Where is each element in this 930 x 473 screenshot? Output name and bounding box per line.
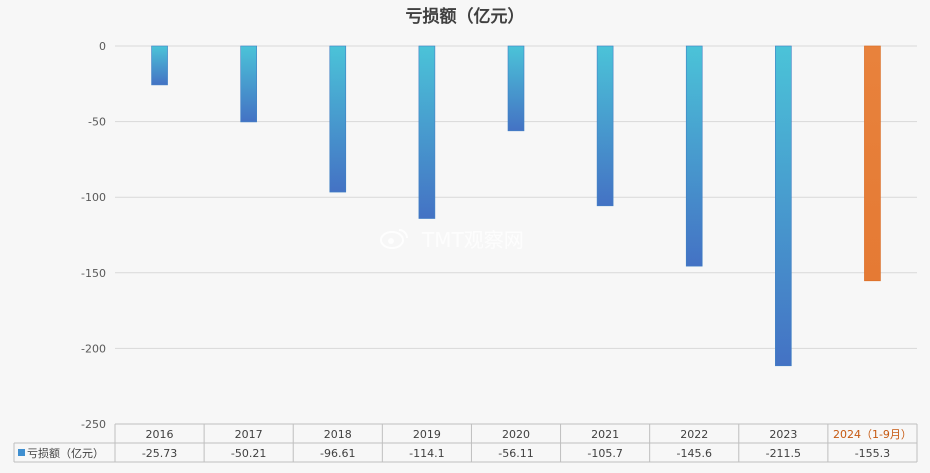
category-label: 2022	[680, 428, 708, 441]
value-label: -211.5	[766, 447, 801, 460]
bar-2017	[240, 45, 257, 123]
weibo-logo-icon	[380, 229, 408, 249]
bar-2020	[507, 45, 525, 132]
category-label: 2017	[235, 428, 263, 441]
value-label: -145.6	[676, 447, 711, 460]
category-label: 2018	[324, 428, 352, 441]
category-label: 2021	[591, 428, 619, 441]
bar-2022	[685, 45, 703, 267]
y-tick-label: -200	[81, 342, 106, 355]
y-axis: 0 -50 -100 -150 -200 -250	[81, 40, 106, 431]
y-tick-label: -50	[88, 116, 106, 129]
data-table: 2016 -25.73 2017 -50.21 2018 -96.61 2019 -114.1…	[13, 423, 918, 463]
value-label: -114.1	[409, 447, 444, 460]
chart-title: 亏损额（亿元）	[406, 6, 525, 27]
category-label: 2016	[146, 428, 174, 441]
watermark: TMT观察网	[380, 228, 524, 252]
category-label: 2024（1-9月）	[833, 428, 912, 441]
value-label: -50.21	[231, 447, 266, 460]
category-label: 2020	[502, 428, 530, 441]
legend-series-name: 亏损额（亿元）	[27, 446, 104, 460]
bar-2023	[775, 45, 792, 367]
value-label: -56.11	[498, 447, 533, 460]
y-tick-label: -150	[81, 267, 106, 280]
category-label: 2023	[769, 428, 797, 441]
bar-2016	[151, 45, 168, 86]
bar-2024（1-9月）	[864, 45, 881, 282]
category-label: 2019	[413, 428, 441, 441]
y-tick-label: -250	[81, 418, 106, 431]
bars	[151, 45, 881, 367]
bar-2021	[596, 45, 614, 207]
value-label: -105.7	[587, 447, 622, 460]
y-tick-label: 0	[99, 40, 106, 53]
bar-2019	[418, 45, 436, 219]
watermark-text: TMT观察网	[421, 228, 524, 252]
y-tick-label: -100	[81, 191, 106, 204]
value-label: -25.73	[142, 447, 177, 460]
value-label: -96.61	[320, 447, 355, 460]
value-label: -155.3	[855, 447, 890, 460]
legend-key	[18, 449, 25, 456]
bar-2018	[329, 45, 347, 193]
